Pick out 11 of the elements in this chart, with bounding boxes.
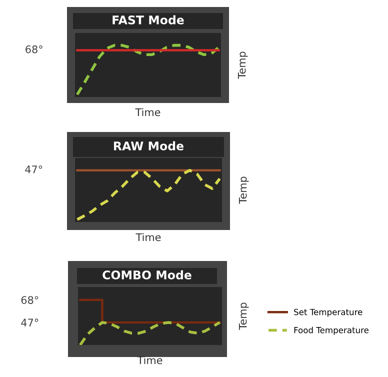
chart-title: COMBO Mode [102,270,192,280]
x-axis-title: Time [137,356,162,364]
y-axis-title: Temp [238,52,248,79]
y-axis-title: Temp [238,302,249,330]
x-axis-title: Time [135,108,160,116]
chart-title: FAST Mode [112,15,184,24]
y-axis-title: Temp [238,176,249,204]
legend-label: Set Temperature [294,308,362,317]
legend-label: Food Temperature [294,326,368,335]
x-axis-title: Time [136,233,161,242]
chart-title: RAW Mode [114,141,184,150]
